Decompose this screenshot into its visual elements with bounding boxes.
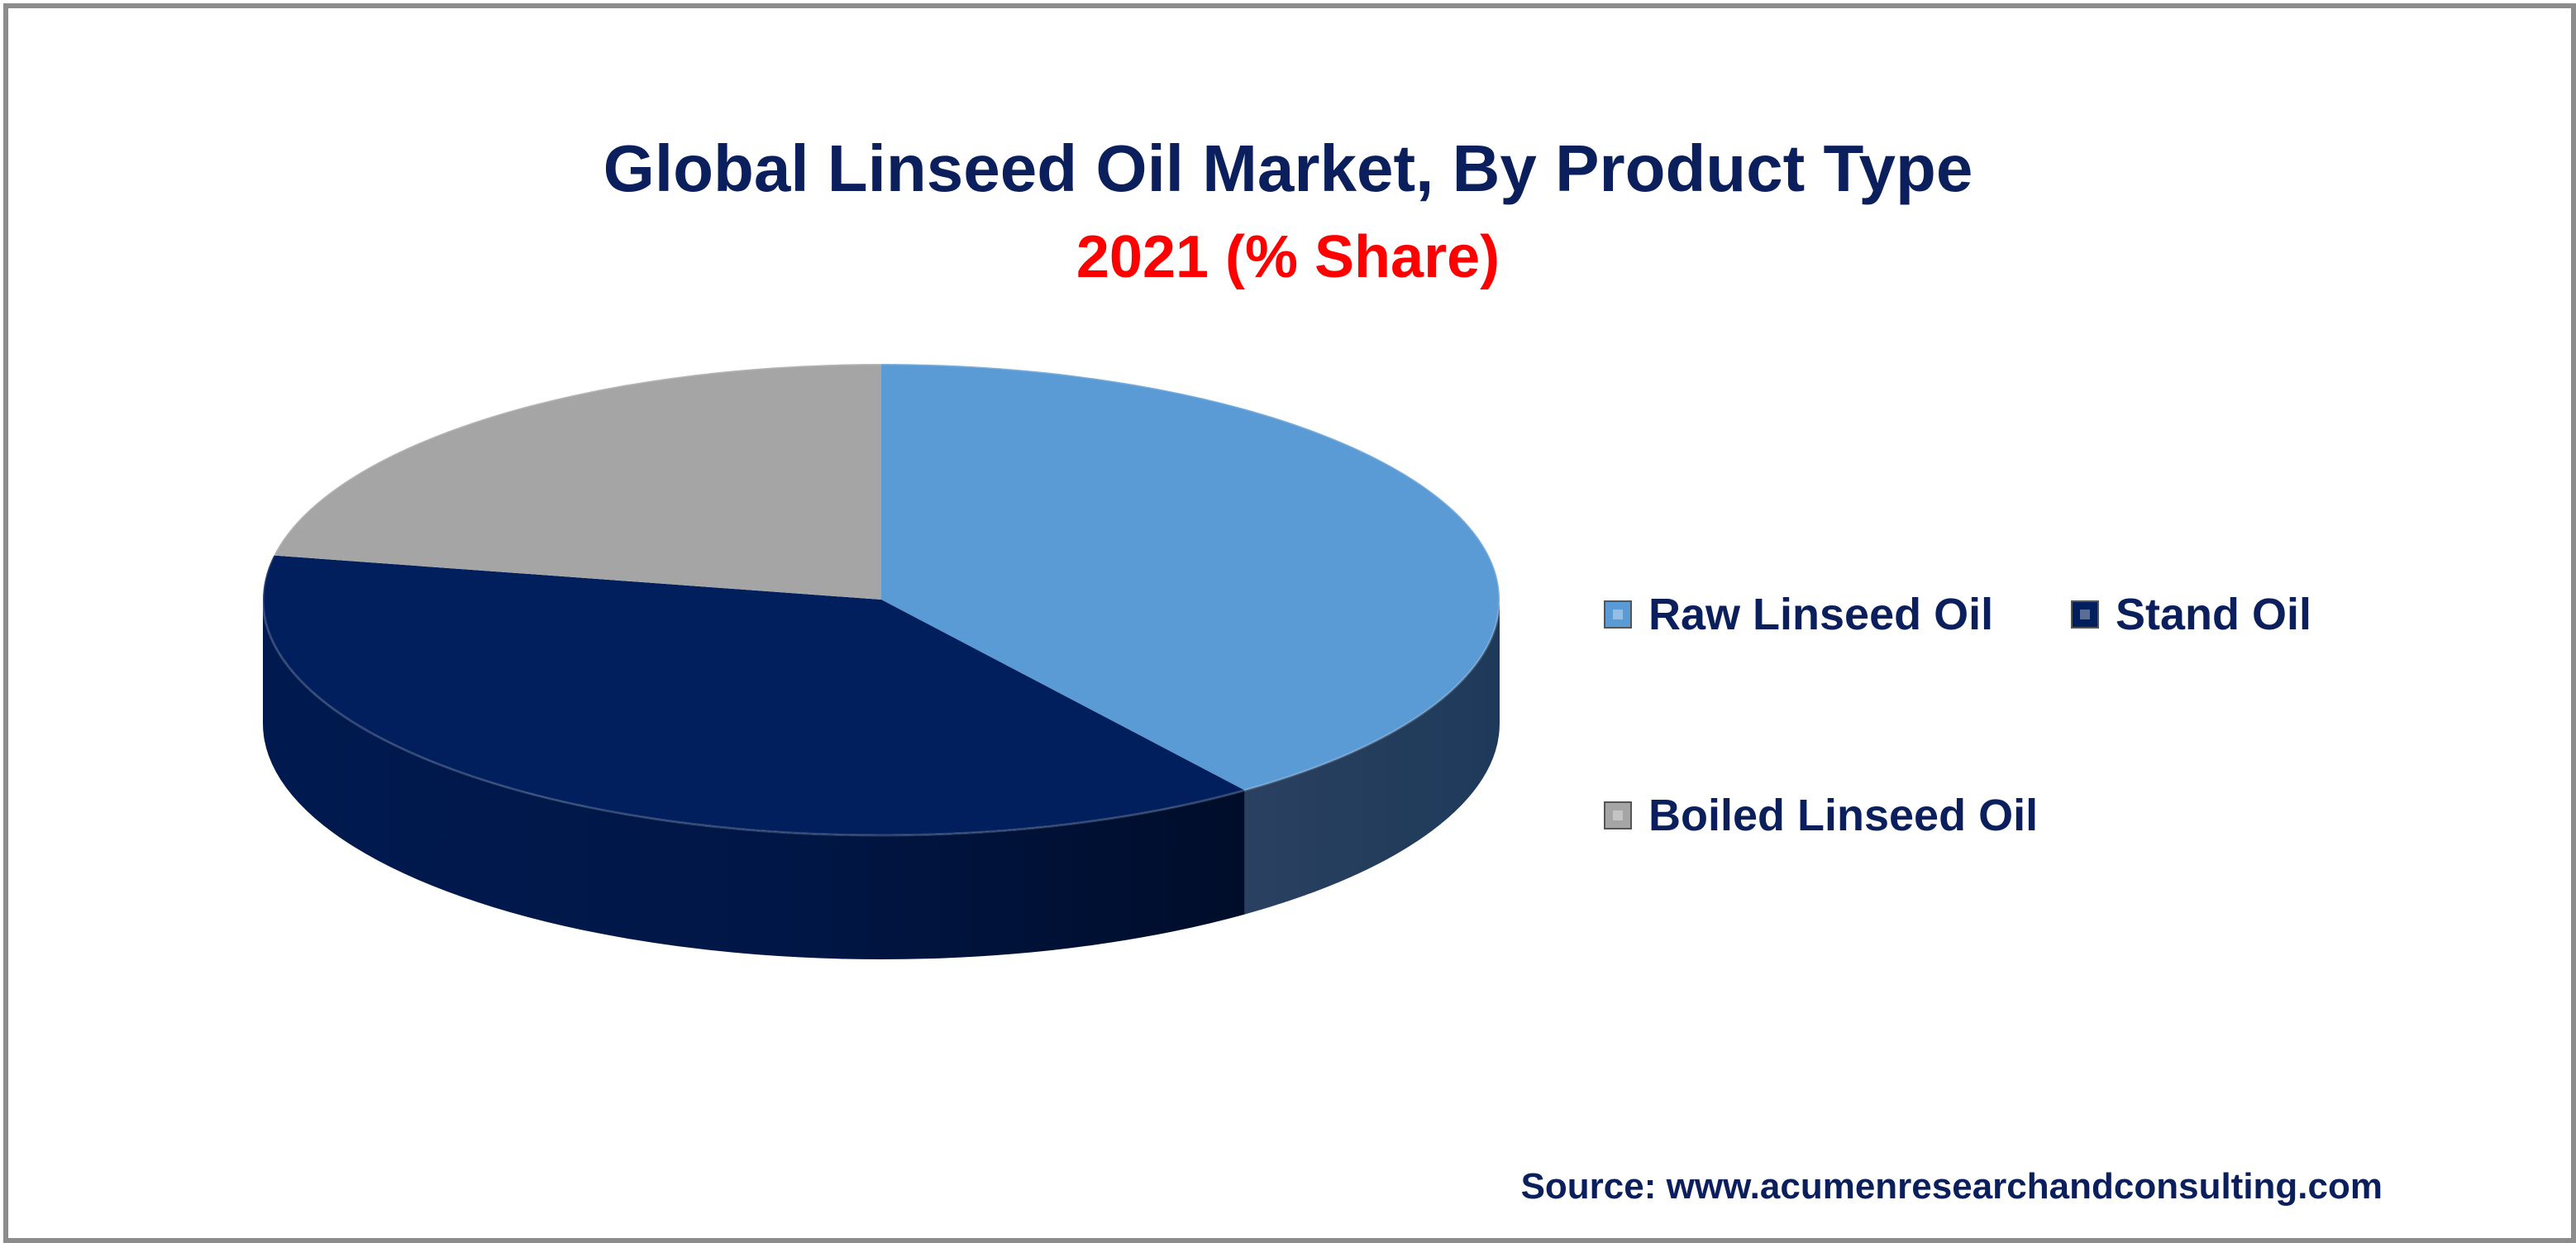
pie-rim	[261, 362, 1501, 837]
legend-swatch-icon	[2071, 600, 2099, 629]
source-note: Source: www.acumenresearchandconsulting.…	[1520, 1166, 2383, 1207]
pie-slice-stand-oil	[263, 555, 1245, 835]
legend-item-boiled-linseed-oil: Boiled Linseed Oil	[1604, 790, 2038, 841]
pie-slice-boiled-linseed-oil	[274, 364, 881, 600]
chart-subtitle: 2021 (% Share)	[1076, 224, 1500, 290]
legend-swatch-icon	[1604, 600, 1632, 629]
legend-swatch-icon	[1604, 801, 1632, 829]
pie-tops	[261, 362, 1501, 837]
legend-label: Stand Oil	[2116, 590, 2312, 639]
pie-sides	[263, 600, 1500, 959]
chart-title: Global Linseed Oil Market, By Product Ty…	[603, 131, 1973, 205]
legend-label: Raw Linseed Oil	[1648, 590, 1994, 639]
pie-side-raw-linseed-oil	[1244, 600, 1500, 915]
legend-item-stand-oil: Stand Oil	[2071, 589, 2311, 640]
legend-item-raw-linseed-oil: Raw Linseed Oil	[1604, 589, 1993, 640]
pie-slice-raw-linseed-oil	[881, 364, 1500, 791]
legend-label: Boiled Linseed Oil	[1648, 791, 2039, 840]
pie-side-stand-oil	[263, 600, 1245, 959]
